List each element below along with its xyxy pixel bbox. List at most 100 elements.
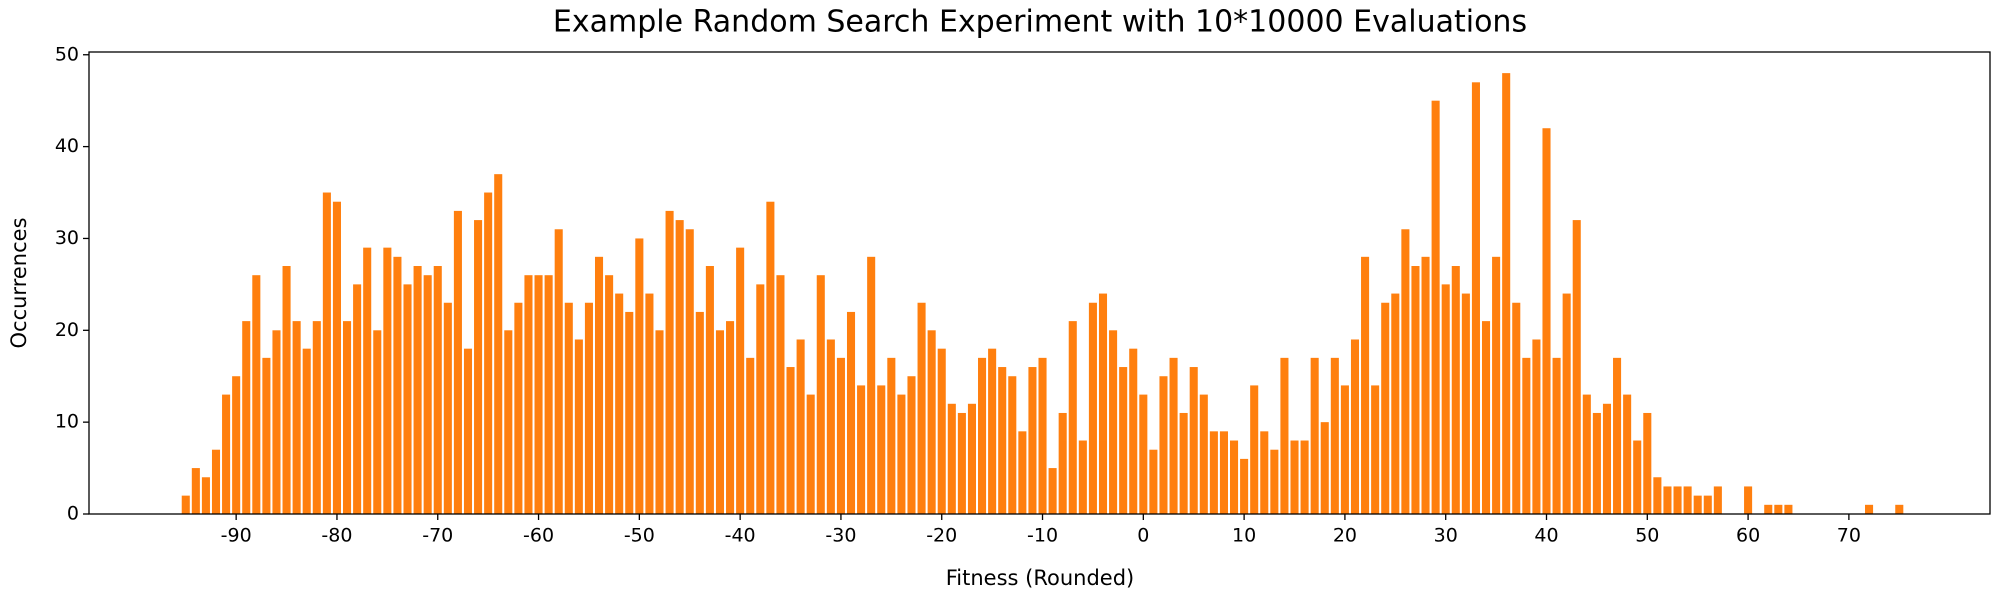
bar — [423, 275, 432, 514]
bar — [1441, 284, 1450, 514]
bar — [1895, 504, 1904, 514]
bar — [1673, 486, 1682, 514]
bar — [1310, 357, 1319, 514]
bar — [1532, 339, 1541, 514]
bar — [1633, 440, 1642, 514]
x-tick-label: -20 — [926, 525, 957, 547]
bar — [1219, 431, 1228, 514]
bar — [453, 210, 462, 514]
y-tick-label: 40 — [55, 135, 79, 157]
bar — [1330, 357, 1339, 514]
bar — [1683, 486, 1692, 514]
bar — [1119, 367, 1128, 514]
bar — [685, 229, 694, 515]
x-tick-label: -90 — [221, 525, 252, 547]
bar — [1149, 449, 1158, 514]
bar — [1340, 385, 1349, 514]
bar — [705, 266, 714, 514]
bar — [1199, 394, 1208, 514]
bar — [484, 192, 493, 515]
bar — [1270, 449, 1279, 514]
bar — [1451, 266, 1460, 514]
bar — [292, 321, 301, 514]
bar — [1260, 431, 1269, 514]
bar — [675, 220, 684, 514]
bar — [363, 247, 372, 514]
bar — [776, 275, 785, 514]
bar — [1542, 128, 1551, 514]
bar — [201, 477, 210, 514]
bar — [1008, 376, 1017, 514]
bar — [816, 275, 825, 514]
bar — [312, 321, 321, 514]
bar — [1058, 412, 1067, 514]
bar — [534, 275, 543, 514]
bar — [1461, 293, 1470, 514]
bar — [1391, 293, 1400, 514]
bar — [1411, 266, 1420, 514]
bar — [1562, 293, 1571, 514]
bar — [1643, 412, 1652, 514]
bar — [1401, 229, 1410, 515]
x-tick-label: 10 — [1232, 525, 1256, 547]
bar — [1038, 357, 1047, 514]
bar — [1179, 412, 1188, 514]
bar — [504, 330, 513, 514]
bar — [494, 174, 503, 514]
bar — [222, 394, 231, 514]
bar — [584, 302, 593, 514]
bar — [806, 394, 815, 514]
bar — [1865, 504, 1874, 514]
bar — [1703, 495, 1712, 514]
bar — [1582, 394, 1591, 514]
bar — [1189, 367, 1198, 514]
bar — [796, 339, 805, 514]
x-tick-label: 50 — [1635, 525, 1659, 547]
bar — [322, 192, 331, 515]
bar — [1421, 256, 1430, 514]
y-axis-label: Occurrences — [7, 217, 31, 348]
bar — [1784, 504, 1793, 514]
bar — [1129, 348, 1138, 514]
bar — [1481, 321, 1491, 514]
bar — [695, 311, 704, 514]
bar — [1250, 385, 1259, 514]
chart-title: Example Random Search Experiment with 10… — [553, 5, 1527, 40]
bar — [1713, 486, 1722, 514]
bar — [1663, 486, 1672, 514]
bar — [988, 348, 997, 514]
bar — [1350, 339, 1360, 514]
bar — [1471, 82, 1480, 514]
x-tick-label: 0 — [1137, 525, 1149, 547]
bar — [191, 468, 200, 514]
bar — [846, 311, 856, 514]
bar — [605, 275, 614, 514]
bar — [1623, 394, 1632, 514]
bar — [836, 357, 845, 514]
y-tick-label: 10 — [55, 411, 79, 433]
bar — [1552, 357, 1561, 514]
bar — [1492, 256, 1501, 514]
bar — [1764, 504, 1773, 514]
x-tick-label: -30 — [825, 525, 856, 547]
x-tick-label: 20 — [1333, 525, 1357, 547]
bar — [211, 449, 221, 514]
bar — [887, 357, 896, 514]
bar — [1774, 504, 1783, 514]
bar — [343, 321, 352, 514]
bar — [1139, 394, 1148, 514]
bar — [393, 256, 402, 514]
bar — [1381, 302, 1390, 514]
bar — [1592, 412, 1601, 514]
bar — [635, 238, 644, 514]
bar — [978, 357, 987, 514]
bar — [1098, 293, 1108, 514]
bar — [615, 293, 624, 514]
y-tick-label: 30 — [55, 227, 79, 249]
bar — [433, 266, 442, 514]
y-tick-label: 50 — [55, 43, 79, 65]
y-tick-label: 20 — [55, 319, 79, 341]
bar — [252, 275, 261, 514]
bar — [594, 256, 604, 514]
bar — [1048, 468, 1057, 514]
